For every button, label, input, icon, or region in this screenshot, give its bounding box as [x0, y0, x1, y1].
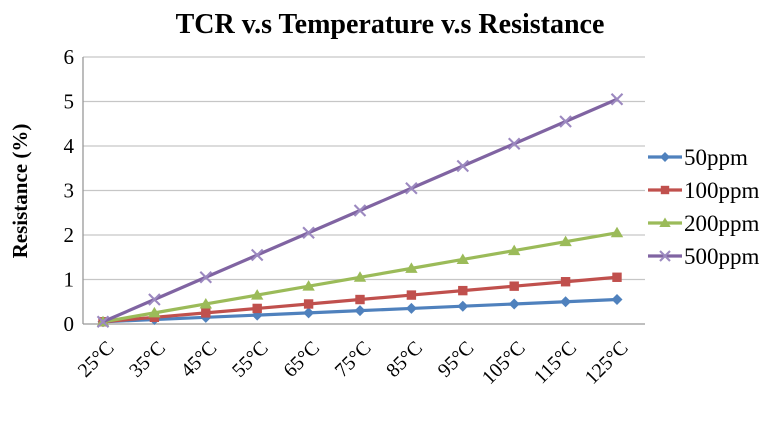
diamond-marker-icon — [405, 302, 417, 314]
legend-item-200ppm[interactable]: 200ppm — [648, 211, 760, 236]
diamond-marker-icon — [508, 298, 520, 310]
triangle-marker-icon — [251, 289, 264, 300]
legend-label: 100ppm — [684, 178, 760, 203]
x-marker-icon — [96, 315, 110, 329]
legend-label: 50ppm — [684, 145, 748, 170]
series-100ppm[interactable] — [98, 272, 622, 327]
diamond-marker-icon — [611, 294, 623, 306]
diamond-marker-icon — [457, 300, 469, 312]
diamond-marker-icon — [660, 152, 670, 162]
square-marker-icon — [201, 308, 211, 318]
square-marker-icon — [560, 277, 571, 287]
triangle-marker-icon — [508, 244, 521, 256]
x-marker-icon — [507, 137, 521, 151]
triangle-marker-icon — [559, 235, 572, 247]
x-tick-label: 75°C — [331, 337, 376, 382]
x-marker-icon — [250, 248, 264, 262]
x-tick-label: 85°C — [382, 337, 427, 382]
x-tick-label: 35°C — [125, 337, 170, 382]
triangle-marker-icon — [148, 306, 161, 318]
x-tick-label: 25°C — [74, 337, 119, 382]
legend-label: 200ppm — [684, 211, 760, 236]
x-marker-icon — [405, 182, 418, 195]
x-marker-icon — [559, 115, 572, 128]
y-tick-label: 0 — [64, 312, 75, 336]
x-tick-label: 45°C — [177, 337, 222, 382]
legend: 50ppm 100ppm 200ppm 500ppm — [648, 145, 760, 269]
triangle-marker-icon — [302, 280, 315, 291]
y-tick-label: 2 — [64, 223, 75, 247]
y-tick-label: 5 — [64, 90, 75, 114]
series-200ppm[interactable] — [96, 226, 624, 327]
triangle-marker-icon — [610, 226, 624, 238]
x-marker-icon — [302, 226, 315, 240]
x-tick-label: 115°C — [530, 337, 581, 388]
triangle-marker-icon — [353, 271, 367, 282]
triangle-marker-icon — [199, 297, 212, 309]
x-marker-icon — [610, 93, 624, 106]
x-marker-icon — [148, 293, 161, 306]
triangle-marker-icon — [456, 253, 469, 264]
diamond-marker-icon — [303, 307, 315, 319]
x-tick-label: 65°C — [279, 337, 324, 382]
x-tick-label: 105°C — [478, 337, 530, 389]
x-tick-label: 125°C — [581, 337, 633, 389]
square-marker-icon — [406, 290, 417, 300]
y-tick-label: 3 — [64, 179, 75, 203]
square-marker-icon — [252, 303, 262, 314]
square-marker-icon — [458, 285, 468, 296]
diamond-marker-icon — [354, 305, 366, 317]
square-marker-icon — [612, 272, 622, 282]
y-tick-label: 1 — [64, 268, 75, 292]
legend-item-500ppm[interactable]: 500ppm — [648, 244, 760, 269]
square-marker-icon — [303, 299, 314, 309]
y-axis-title: Resistance (%) — [8, 124, 32, 259]
triangle-marker-icon — [659, 217, 671, 227]
square-marker-icon — [355, 294, 365, 305]
square-marker-icon — [509, 281, 519, 291]
x-marker-icon — [659, 250, 671, 262]
series-500ppm[interactable] — [96, 93, 624, 329]
triangle-marker-icon — [405, 262, 418, 273]
y-tick-label: 4 — [64, 134, 75, 158]
legend-item-100ppm[interactable]: 100ppm — [648, 178, 760, 203]
x-marker-icon — [353, 204, 367, 217]
legend-label: 500ppm — [684, 244, 760, 269]
x-marker-icon — [199, 271, 213, 284]
diamond-marker-icon — [560, 296, 572, 308]
x-marker-icon — [456, 159, 470, 173]
x-tick-label: 55°C — [228, 337, 273, 382]
legend-item-50ppm[interactable]: 50ppm — [648, 145, 748, 170]
chart-title: TCR v.s Temperature v.s Resistance — [176, 9, 605, 40]
y-tick-label: 6 — [64, 45, 75, 69]
x-tick-label: 95°C — [434, 337, 479, 382]
square-marker-icon — [660, 185, 670, 195]
